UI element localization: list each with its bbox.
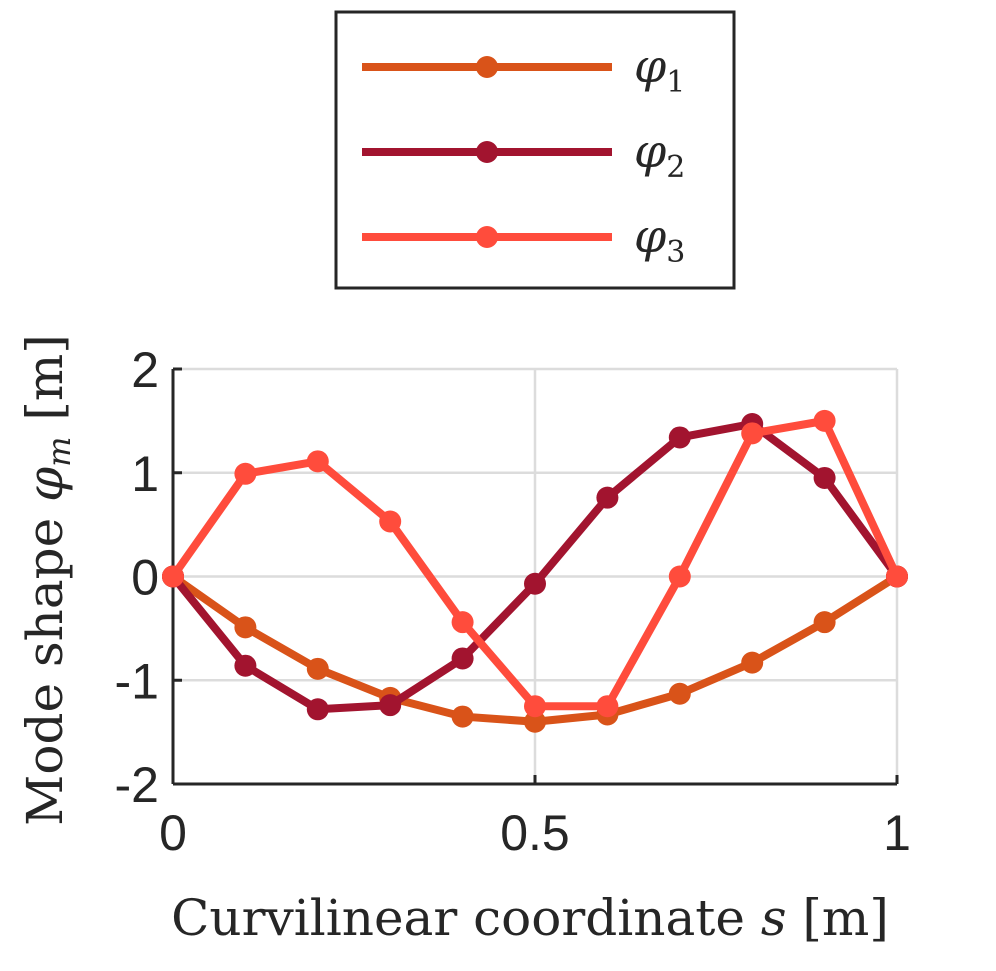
legend-entry-3: φ3	[362, 209, 685, 270]
legend-swatch-marker	[476, 226, 498, 248]
legend: φ1 φ2 φ3	[334, 10, 736, 290]
data-point	[234, 616, 257, 639]
data-point	[451, 705, 474, 728]
x-tick-label: 0	[159, 805, 187, 861]
y-axis-title-unit: [m]	[16, 334, 74, 436]
data-point	[813, 611, 836, 634]
legend-swatch-marker	[476, 56, 498, 78]
series-layer	[162, 409, 908, 733]
data-point	[234, 654, 257, 677]
legend-label: φ3	[634, 209, 685, 270]
y-axis-title-sub: m	[40, 437, 78, 467]
data-point	[306, 698, 329, 721]
data-point	[524, 710, 546, 733]
legend-swatch-marker	[476, 141, 498, 163]
x-axis-title: Curvilinear coordinate s [m]	[171, 889, 889, 947]
x-tick-label: 1	[883, 805, 911, 861]
y-tick-label: 2	[131, 342, 159, 398]
y-axis-title: Mode shape φm [m]	[16, 334, 78, 826]
data-point	[813, 409, 836, 432]
data-point	[379, 694, 402, 717]
data-point	[741, 651, 764, 674]
x-axis-title-unit: [m]	[787, 889, 889, 947]
data-point	[234, 462, 257, 485]
data-point	[306, 657, 329, 680]
y-axis-title-var: φ	[16, 467, 74, 502]
data-point	[741, 422, 764, 445]
y-tick-label: 0	[131, 550, 159, 606]
data-point	[451, 611, 474, 634]
data-point	[668, 565, 691, 588]
x-axis-title-text: Curvilinear coordinate	[171, 889, 761, 947]
y-tick-label: -1	[115, 653, 159, 709]
data-point	[451, 647, 474, 670]
data-point	[668, 426, 691, 449]
data-point	[596, 486, 619, 509]
legend-label: φ1	[634, 39, 685, 100]
data-point	[306, 450, 329, 473]
legend-entry-2: φ2	[362, 124, 685, 185]
x-tick-label: 0.5	[500, 805, 570, 861]
data-point	[886, 565, 908, 588]
series-3	[162, 409, 908, 718]
legend-entry-1: φ1	[362, 39, 685, 100]
data-point	[162, 565, 184, 588]
data-point	[524, 572, 546, 595]
y-tick-label: 1	[131, 446, 159, 502]
data-point	[524, 695, 546, 718]
data-point	[596, 695, 619, 718]
data-point	[668, 682, 691, 705]
y-axis-title-text: Mode shape	[16, 502, 74, 826]
tick-labels: 0 0.5 1 2 1 0 -1 -2	[115, 342, 911, 861]
y-tick-label: -2	[115, 757, 159, 813]
data-point	[813, 466, 836, 489]
x-axis-title-var: s	[761, 889, 787, 947]
data-point	[379, 510, 402, 533]
legend-label: φ2	[634, 124, 685, 185]
